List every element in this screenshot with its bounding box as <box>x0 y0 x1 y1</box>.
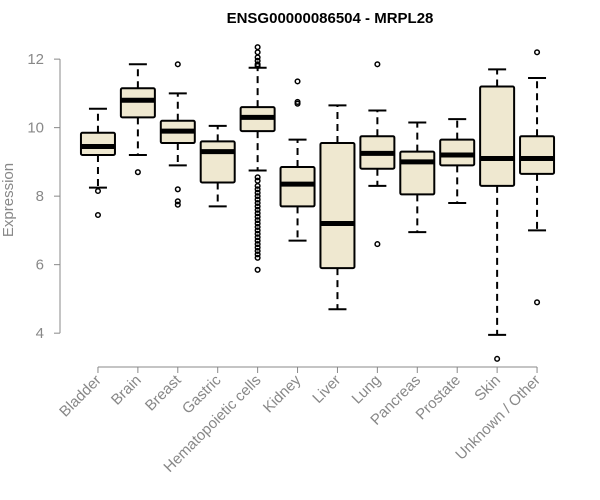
y-axis-label: Expression <box>0 163 17 237</box>
outlier-point <box>134 169 141 176</box>
boxes-group <box>79 44 556 362</box>
y-axis: 4 6 8 10 12 <box>27 51 61 342</box>
outlier-point <box>254 182 261 189</box>
y-tick-label: 6 <box>36 257 44 274</box>
box-group <box>239 44 276 273</box>
outlier-point <box>174 198 181 205</box>
box-group <box>79 107 116 219</box>
y-tick-label: 8 <box>36 188 44 205</box>
outlier-point <box>294 100 301 107</box>
box-group <box>359 61 396 248</box>
x-tick-label: Bladder <box>56 372 105 421</box>
outlier-point <box>374 241 381 248</box>
box-group <box>279 78 316 242</box>
box-iqr <box>319 142 356 270</box>
outlier-point <box>254 213 261 220</box>
outlier-point <box>533 49 541 56</box>
outlier-point <box>254 174 261 181</box>
outlier-point <box>533 299 541 306</box>
outlier-point <box>254 177 261 184</box>
box-group <box>519 49 556 306</box>
outlier-point <box>254 44 261 51</box>
y-tick-label: 10 <box>27 120 44 137</box>
box-iqr <box>399 150 436 196</box>
outlier-point <box>254 247 261 255</box>
outlier-point <box>254 254 261 261</box>
y-tick-label: 12 <box>27 51 44 68</box>
outlier-point <box>254 199 261 207</box>
outlier-point <box>254 227 261 234</box>
outlier-point <box>254 241 261 248</box>
outlier-point <box>254 203 261 210</box>
outlier-point <box>94 211 102 219</box>
outlier-point <box>94 187 102 195</box>
box-group <box>159 61 196 208</box>
box-iqr <box>439 138 476 167</box>
x-tick-label: Kidney <box>260 371 305 416</box>
outlier-point <box>254 193 261 200</box>
box-iqr <box>199 140 236 184</box>
x-tick-label: Skin <box>471 372 504 405</box>
box-iqr <box>519 135 556 175</box>
box-iqr <box>479 85 516 187</box>
outlier-point <box>254 251 261 258</box>
box-iqr <box>119 87 156 119</box>
outlier-point <box>254 54 261 61</box>
box-group <box>439 118 476 204</box>
chart-title: ENSG00000086504 - MRPL28 <box>227 10 434 27</box>
outlier-point <box>254 62 261 70</box>
outlier-point <box>254 217 261 224</box>
outlier-point <box>254 189 261 196</box>
x-tick-label: Lung <box>349 372 385 408</box>
x-tick-label: Liver <box>309 372 344 407</box>
x-tick-label: Prostate <box>413 372 465 424</box>
outlier-point <box>254 186 261 193</box>
outlier-point <box>254 49 261 56</box>
x-tick-label: Breast <box>142 371 185 414</box>
outlier-point <box>174 61 181 68</box>
x-tick-label: Brain <box>108 372 145 409</box>
box-iqr <box>279 166 316 208</box>
outlier-point <box>254 234 261 241</box>
box-group <box>119 63 156 176</box>
outlier-point <box>174 201 181 208</box>
box-group <box>319 104 356 311</box>
box-iqr <box>79 131 116 157</box>
outlier-point <box>254 206 261 213</box>
outlier-point <box>254 266 261 273</box>
y-tick-label: 4 <box>36 325 44 342</box>
outlier-point <box>374 61 381 68</box>
outlier-point <box>254 230 261 237</box>
outlier-point <box>254 220 261 227</box>
outlier-point <box>254 223 261 231</box>
box-group <box>479 68 516 362</box>
outlier-point <box>174 186 181 193</box>
outlier-point <box>254 244 261 251</box>
outlier-point <box>494 355 501 362</box>
outlier-point <box>294 78 301 85</box>
outlier-point <box>254 210 261 217</box>
box-group <box>199 124 236 208</box>
outlier-point <box>254 196 261 203</box>
outlier-point <box>254 237 261 244</box>
box-group <box>399 121 436 234</box>
